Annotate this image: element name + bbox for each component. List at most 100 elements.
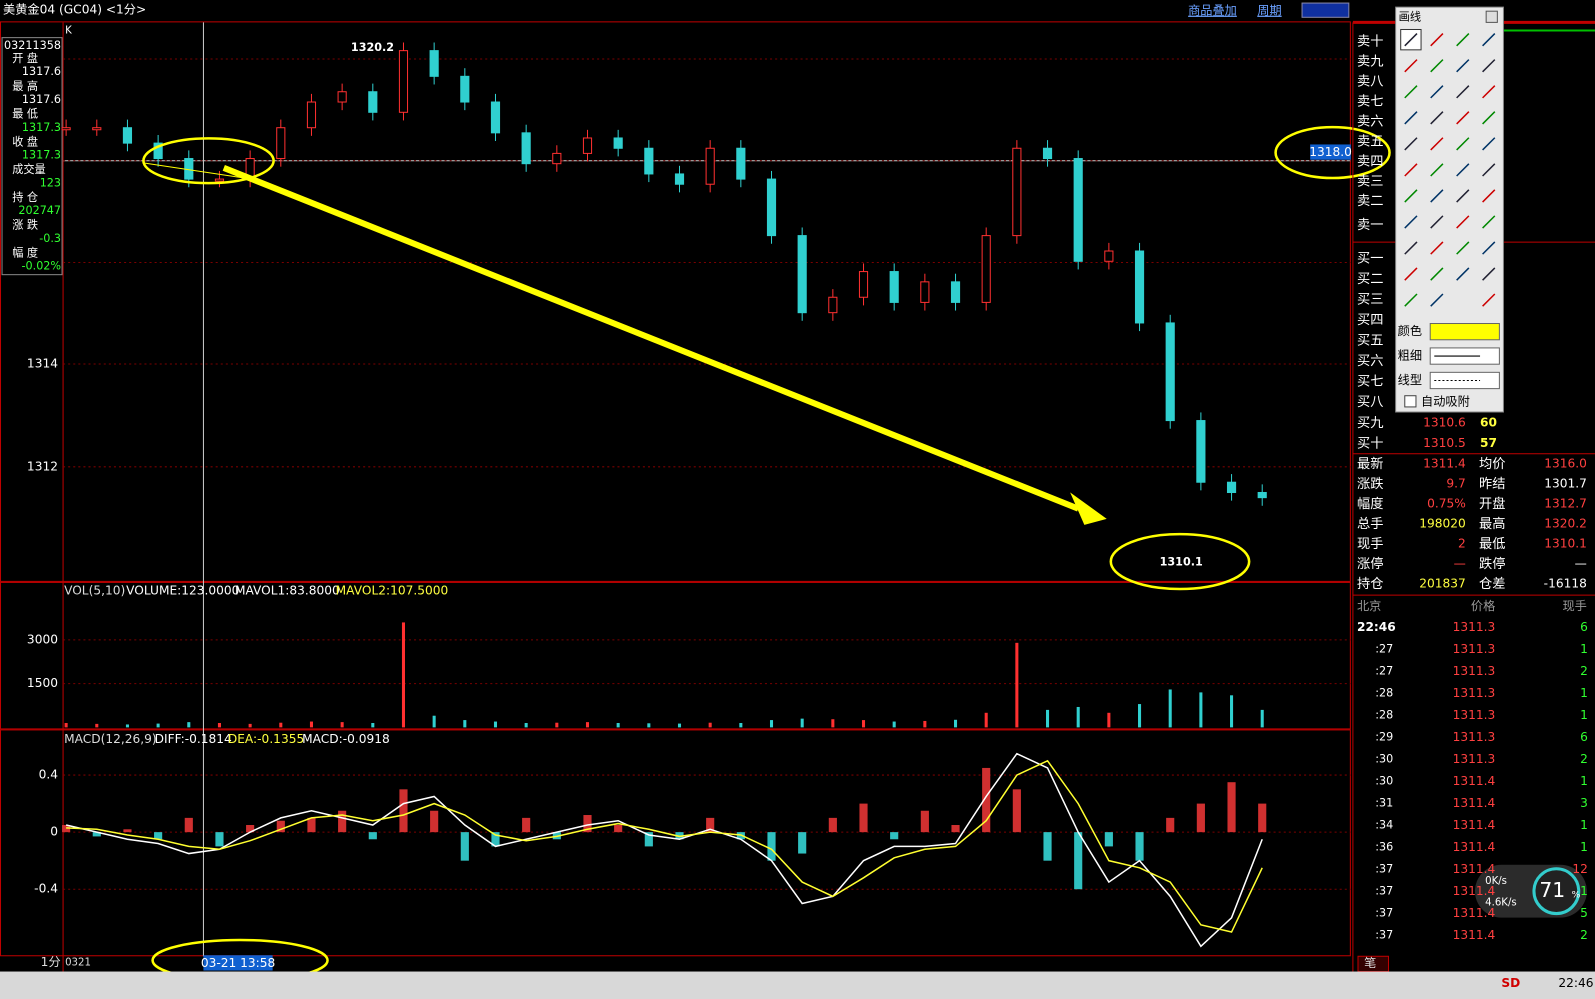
quote-value: 2	[1458, 537, 1466, 551]
y-tick-label: -0.4	[34, 882, 58, 896]
quote-value: 1311.4	[1423, 456, 1466, 470]
quote-value: 1320.2	[1544, 517, 1587, 531]
quote-label: 开盘	[1479, 495, 1505, 512]
buy-label: 买六	[1357, 353, 1383, 369]
quote-value: 1310.1	[1544, 537, 1587, 551]
tool-glyph	[1404, 293, 1418, 307]
nav-buttons[interactable]	[1301, 2, 1350, 18]
link[interactable]: 周期	[1257, 4, 1281, 18]
close-button[interactable]	[1485, 10, 1498, 23]
macd-bar	[1196, 803, 1205, 833]
tick-time: :34	[1375, 818, 1393, 831]
y-tick-label: 0.4	[39, 768, 59, 782]
label: 自动吸附	[1421, 394, 1470, 408]
tool-glyph	[1404, 267, 1418, 281]
candle	[460, 75, 470, 103]
macd-bar	[430, 810, 439, 833]
info-label: 涨 跌	[12, 218, 38, 232]
checkbox[interactable]	[1404, 395, 1417, 408]
volume-bar	[1168, 689, 1172, 728]
diff-line	[65, 752, 1263, 948]
volume-bar	[187, 722, 191, 728]
volume-bar	[647, 723, 651, 728]
volume-bar	[95, 723, 99, 728]
quote-label: 持仓	[1357, 576, 1383, 592]
info-label: 幅 度	[12, 245, 38, 259]
tab-label[interactable]: 笔	[1364, 955, 1376, 970]
net-down: 4.6K/s	[1485, 897, 1517, 908]
ticks-header: 现手	[1562, 599, 1586, 613]
ticks-header: 北京	[1357, 599, 1381, 613]
tool-glyph	[1482, 59, 1496, 73]
tick-price: 1311.4	[1453, 818, 1496, 832]
volume-bar	[64, 723, 68, 728]
tick-price: 1311.3	[1453, 730, 1496, 744]
buy-label: 买十	[1357, 435, 1383, 451]
candle	[889, 271, 899, 303]
tick-time: 22:46	[1357, 620, 1396, 634]
macd-bar	[1012, 789, 1021, 833]
quote-value: 1316.0	[1544, 456, 1587, 470]
period: 1分	[41, 955, 61, 969]
volume-bar	[769, 720, 774, 728]
tool-glyph	[1404, 241, 1418, 255]
tool-glyph	[1456, 163, 1470, 177]
tool-glyph	[1430, 33, 1444, 47]
tick-qty: 6	[1580, 620, 1588, 634]
tool-glyph	[1456, 215, 1470, 229]
color-swatch[interactable]	[1429, 322, 1500, 341]
candle	[613, 137, 623, 149]
link[interactable]: 商品叠加	[1188, 3, 1237, 18]
macd-bar	[614, 825, 623, 833]
tool-glyph	[1430, 267, 1444, 281]
sell-label: 卖十	[1357, 34, 1383, 50]
macd-bar	[1135, 832, 1144, 861]
volume-bar	[1046, 709, 1050, 728]
macd-panel	[0, 729, 1351, 957]
tool-glyph	[1430, 241, 1444, 255]
quote-label: 最高	[1479, 515, 1505, 532]
volume-bar	[923, 720, 927, 728]
quote-value: 201837	[1419, 577, 1466, 591]
macd-bar	[1166, 817, 1175, 833]
quote-value: 1312.7	[1544, 496, 1587, 510]
y-tick-label: 3000	[27, 632, 58, 646]
tool-glyph	[1482, 85, 1496, 99]
candle	[429, 50, 439, 77]
tick-qty: 2	[1580, 928, 1588, 942]
sell-label: 卖六	[1357, 113, 1383, 129]
tick-price: 1311.3	[1453, 620, 1496, 634]
tick-qty: 3	[1580, 796, 1588, 810]
buy-label: 买九	[1357, 415, 1383, 431]
candle	[950, 281, 961, 303]
volume-bar	[156, 723, 160, 728]
candle	[828, 296, 838, 314]
tool-glyph	[1456, 59, 1470, 73]
macd-bar	[1074, 832, 1083, 890]
macd-bar	[828, 817, 837, 833]
tick-price: 1311.3	[1453, 752, 1496, 766]
candle	[61, 127, 71, 131]
volume-bar	[616, 723, 620, 728]
tick-price: 1311.4	[1453, 906, 1496, 920]
toolbar-title: 画线	[1399, 9, 1421, 23]
volume-bar	[309, 721, 313, 728]
buy-label: 买五	[1357, 333, 1383, 349]
tool-glyph	[1456, 189, 1470, 203]
ticks-header: 价格	[1471, 598, 1495, 613]
candle	[368, 91, 378, 113]
macd-bar	[644, 832, 653, 847]
title-bar	[0, 0, 1595, 21]
sell-label: 卖四	[1357, 153, 1383, 169]
candle	[337, 91, 347, 103]
tick-time: :27	[1375, 643, 1393, 656]
date: 0321	[65, 957, 91, 968]
volume-bar	[340, 722, 344, 728]
crosshair-price-box	[1310, 144, 1351, 160]
arrow-head	[1070, 492, 1107, 525]
label: 线型	[1398, 373, 1422, 387]
macd-bar	[1043, 832, 1052, 861]
volume-bar	[708, 722, 712, 728]
info-box	[1, 37, 63, 276]
